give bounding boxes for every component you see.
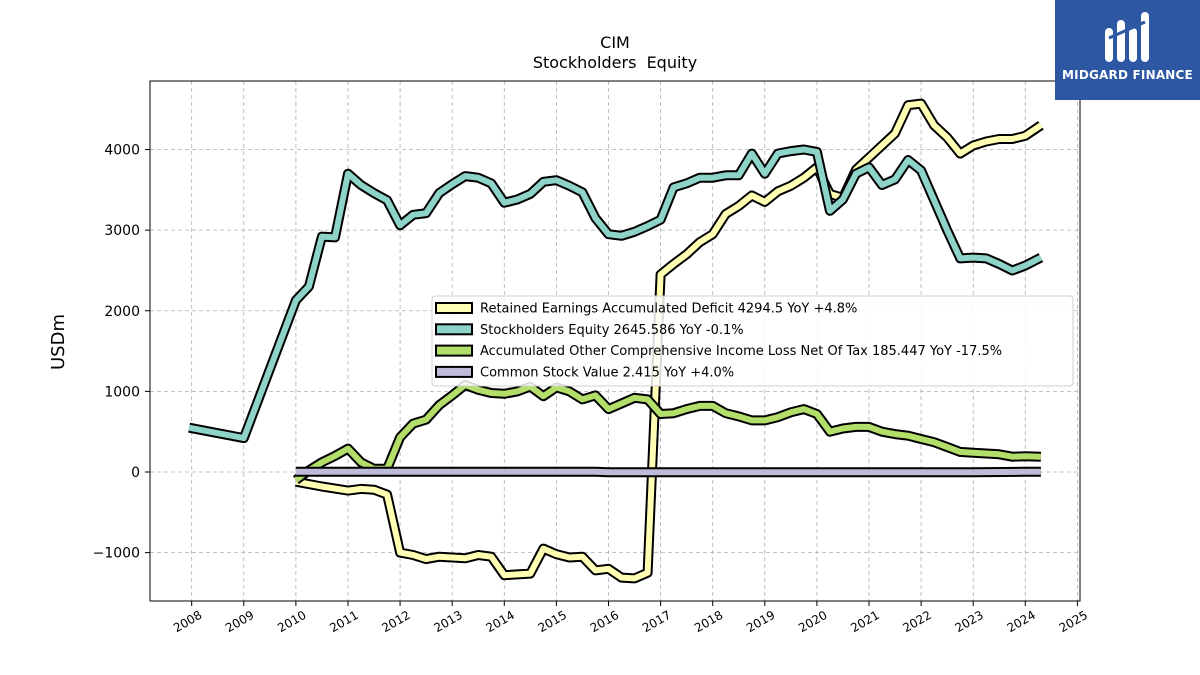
legend-box [431, 295, 1074, 387]
x-tick-label: 2025 [1057, 608, 1090, 635]
x-tick-label: 2022 [900, 608, 933, 635]
chart-subtitle: Stockholders Equity [533, 53, 697, 72]
x-tick-label: 2012 [379, 608, 412, 635]
legend-entry: Retained Earnings Accumulated Deficit 42… [480, 302, 857, 317]
y-tick-label: −1000 [93, 546, 140, 562]
series-line [294, 381, 1041, 483]
series-3 [292, 379, 1042, 485]
x-tick-label: 2020 [796, 608, 829, 635]
x-tick-label: 2015 [536, 608, 569, 635]
x-tick-label: 2016 [588, 608, 621, 635]
x-tick-label: 2017 [640, 608, 673, 635]
y-axis-ticks: −1000 0 1000 2000 3000 4000 [93, 143, 150, 562]
plot-frame [149, 80, 1081, 602]
x-tick-label: 2024 [1005, 608, 1038, 635]
x-axis-ticks: 2008 2009 2010 2011 2012 2013 2014 2015 2016 2017… [171, 601, 1090, 635]
series-1 [294, 98, 1044, 584]
legend-entry: Common Stock Value 2.415 YoY +4.0% [480, 365, 734, 380]
series-line [295, 100, 1043, 582]
x-tick-label: 2010 [275, 608, 308, 635]
x-tick-label: 2018 [692, 608, 725, 635]
x-tick-label: 2019 [744, 608, 777, 635]
legend-entry: Stockholders Equity 2645.586 YoY -0.1% [480, 323, 744, 338]
brand-logo: MIDGARD FINANCE [1055, 0, 1200, 100]
y-tick-label: 1000 [104, 384, 140, 400]
x-tick-label: 2011 [327, 608, 360, 635]
midgard-logo-icon [1105, 12, 1149, 62]
x-tick-label: 2009 [223, 608, 256, 635]
legend-swatch [435, 344, 473, 357]
y-tick-label: 0 [131, 465, 140, 481]
brand-name: MIDGARD FINANCE [1062, 68, 1193, 82]
legend-swatch [435, 302, 473, 314]
y-tick-label: 2000 [104, 304, 140, 320]
y-tick-label: 3000 [104, 223, 140, 239]
x-tick-label: 2008 [171, 608, 204, 635]
x-tick-label: 2021 [848, 608, 881, 635]
legend: Retained Earnings Accumulated Deficit 42… [431, 295, 1074, 387]
series-lines [188, 98, 1044, 584]
x-tick-label: 2023 [952, 608, 985, 635]
series-line [188, 146, 1043, 442]
legend-entry: Accumulated Other Comprehensive Income L… [480, 344, 1002, 359]
legend-swatch [435, 323, 473, 336]
series-2 [188, 144, 1044, 444]
y-axis-label: USDm [48, 314, 69, 370]
chart-title: CIM [600, 33, 630, 52]
x-tick-label: 2014 [484, 608, 517, 635]
x-tick-label: 2013 [431, 608, 464, 635]
y-tick-label: 4000 [104, 143, 140, 159]
series-line-outline [188, 144, 1044, 444]
legend-swatch [435, 365, 473, 378]
